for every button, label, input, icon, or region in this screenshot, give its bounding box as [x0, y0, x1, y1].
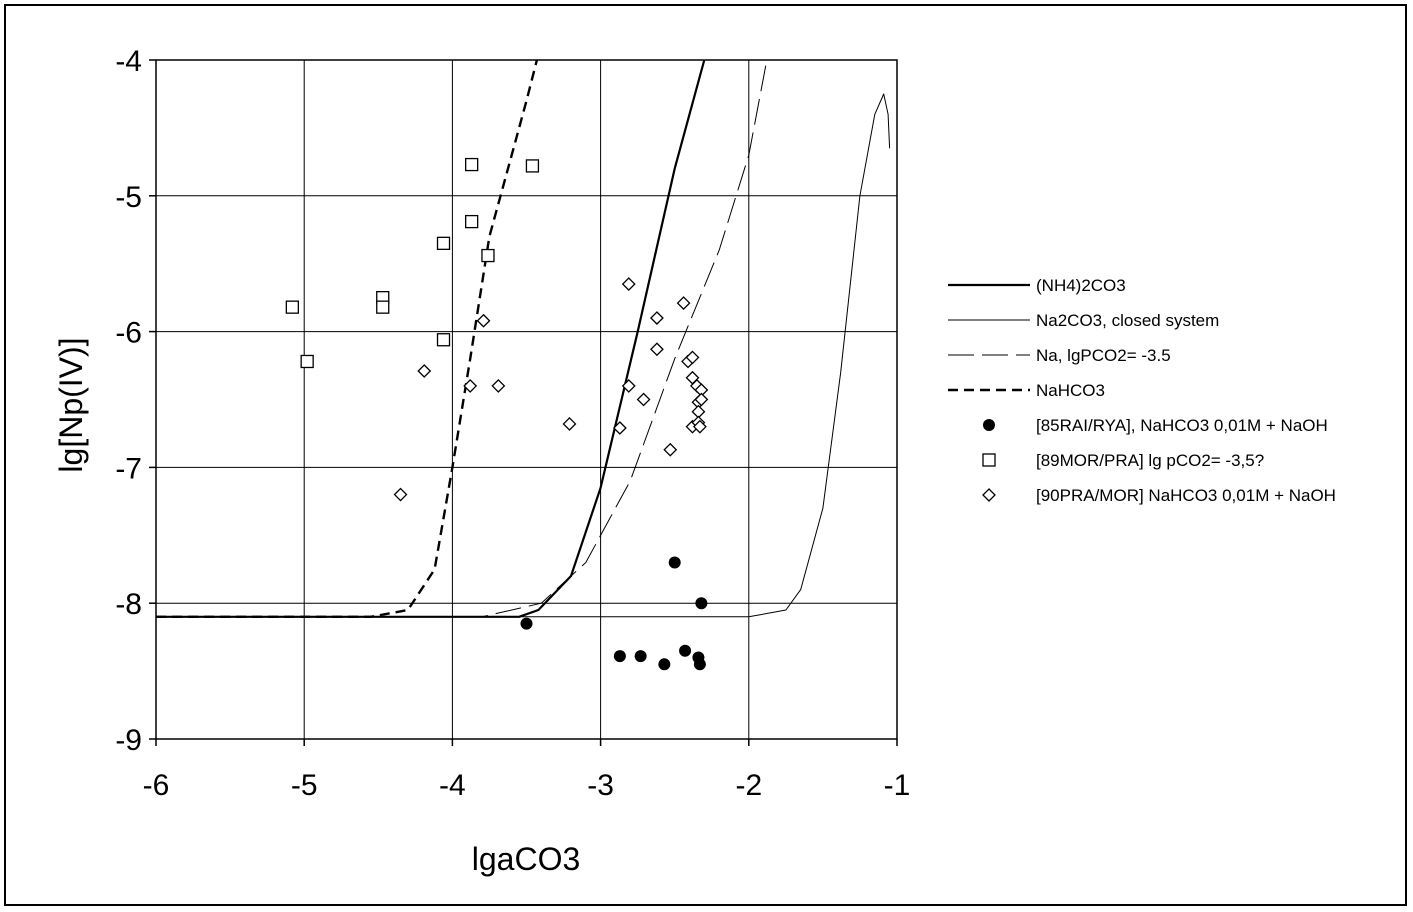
legend-label: NaHCO3 — [1036, 381, 1105, 400]
y-tick-label: -7 — [115, 452, 142, 485]
open-diamond-point — [676, 296, 691, 311]
open-square-point — [436, 333, 451, 347]
open-square-point — [436, 236, 451, 250]
filled-circle-point — [634, 650, 647, 663]
filled-circle-point — [668, 556, 681, 569]
legend-label: Na2CO3, closed system — [1036, 311, 1219, 330]
curves — [156, 60, 891, 618]
filled-circle-point — [613, 650, 626, 663]
open-diamond-point — [649, 342, 664, 357]
plot-border — [155, 59, 898, 740]
open-diamond-point — [649, 311, 664, 325]
legend-label: [90PRA/MOR] NaHCO3 0,01M + NaOH — [1036, 486, 1336, 505]
curve-line — [156, 93, 891, 618]
open-diamond-point — [692, 419, 707, 434]
open-diamond-point — [982, 488, 996, 502]
open-square-point — [525, 159, 540, 173]
y-tick-label: -6 — [115, 317, 142, 350]
filled-circle-point — [695, 597, 708, 610]
filled-circle-point — [520, 617, 533, 630]
filled-circle-point — [658, 658, 671, 671]
open-diamond-point — [621, 379, 636, 393]
open-square-point — [465, 157, 479, 172]
legend: (NH4)2CO3 Na2CO3, closed system Na, lgPCO2… — [948, 276, 1336, 505]
open-diamond-point — [491, 379, 506, 393]
x-tick-label: -6 — [143, 769, 170, 802]
open-square-point — [376, 300, 390, 314]
curve-line — [156, 60, 539, 618]
filled-circle-point — [679, 644, 692, 657]
x-tick-label: -1 — [884, 769, 911, 802]
open-square-point — [465, 214, 479, 229]
open-diamond-point — [476, 313, 491, 328]
open-diamond-point — [463, 379, 478, 393]
filled-circle-point — [693, 658, 706, 671]
open-square-point — [285, 300, 299, 314]
y-tick-label: -8 — [115, 588, 142, 621]
open-diamond-point — [417, 364, 432, 378]
x-tick-label: -5 — [291, 769, 318, 802]
y-axis-title: lg[Np(IV)] — [53, 337, 89, 472]
filled-circle-point — [983, 419, 995, 431]
legend-label: Na, lgPCO2= -3.5 — [1036, 346, 1171, 365]
data-points — [285, 157, 709, 671]
open-diamond-point — [694, 392, 709, 407]
legend-label: [85RAI/RYA], NaHCO3 0,01M + NaOH — [1036, 416, 1328, 435]
legend-label: [89MOR/PRA] lg pCO2= -3,5? — [1036, 451, 1264, 470]
y-tick-label: -4 — [115, 45, 142, 78]
open-square-point — [481, 248, 495, 263]
open-square-point — [982, 453, 996, 467]
curve-line — [156, 60, 706, 618]
legend-label: (NH4)2CO3 — [1036, 276, 1126, 295]
open-diamond-point — [393, 487, 408, 502]
tick-labels: -6 -5 -4 -3 -2 -1 -4 -5 -6 -7 -8 -9 — [115, 45, 910, 802]
open-diamond-point — [685, 350, 700, 365]
open-diamond-point — [636, 392, 651, 407]
open-diamond-point — [562, 417, 577, 431]
y-tick-label: -5 — [115, 181, 142, 214]
open-diamond-point — [612, 421, 627, 435]
y-tick-label: -9 — [115, 724, 142, 757]
open-square-point — [300, 354, 314, 369]
open-diamond-point — [663, 442, 678, 457]
x-tick-label: -3 — [587, 769, 614, 802]
x-tick-label: -2 — [735, 769, 762, 802]
x-tick-label: -4 — [439, 769, 466, 802]
x-axis-title: lgaCO3 — [472, 841, 581, 877]
curve-line — [156, 60, 768, 618]
open-diamond-point — [621, 277, 636, 291]
